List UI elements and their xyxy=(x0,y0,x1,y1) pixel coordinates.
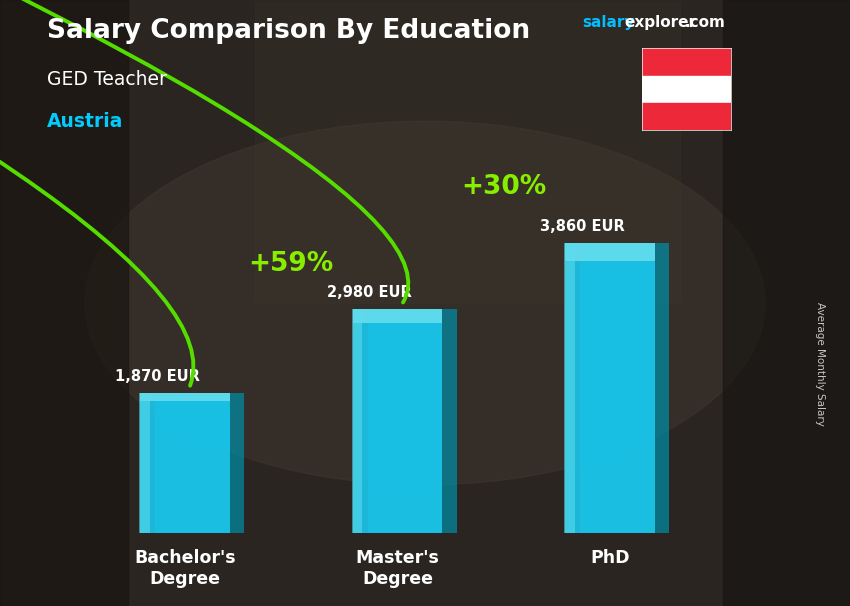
Bar xyxy=(642,76,731,103)
Text: GED Teacher: GED Teacher xyxy=(47,70,167,88)
Bar xyxy=(353,309,442,533)
Bar xyxy=(139,393,150,533)
Ellipse shape xyxy=(85,121,765,485)
Bar xyxy=(367,309,457,533)
Text: +59%: +59% xyxy=(248,251,334,278)
Text: Average Monthly Salary: Average Monthly Salary xyxy=(815,302,825,425)
Text: 3,860 EUR: 3,860 EUR xyxy=(540,219,625,234)
Bar xyxy=(580,243,670,533)
Text: .com: .com xyxy=(684,15,725,30)
Text: 2,980 EUR: 2,980 EUR xyxy=(327,285,412,301)
Text: explorer: explorer xyxy=(625,15,697,30)
Text: 1,870 EUR: 1,870 EUR xyxy=(115,368,200,384)
Bar xyxy=(642,103,731,130)
Bar xyxy=(564,243,575,533)
Bar xyxy=(155,393,245,533)
Bar xyxy=(353,309,442,323)
Text: +30%: +30% xyxy=(461,174,547,200)
Bar xyxy=(565,243,654,533)
Text: salary: salary xyxy=(582,15,635,30)
Text: Salary Comparison By Education: Salary Comparison By Education xyxy=(47,18,530,44)
Bar xyxy=(352,309,362,533)
Text: Austria: Austria xyxy=(47,112,123,131)
Bar xyxy=(255,0,680,303)
Bar xyxy=(140,393,230,533)
Bar xyxy=(0,0,128,606)
Bar xyxy=(642,48,731,76)
Bar xyxy=(140,393,230,401)
Bar xyxy=(565,243,654,261)
Bar xyxy=(722,0,850,606)
